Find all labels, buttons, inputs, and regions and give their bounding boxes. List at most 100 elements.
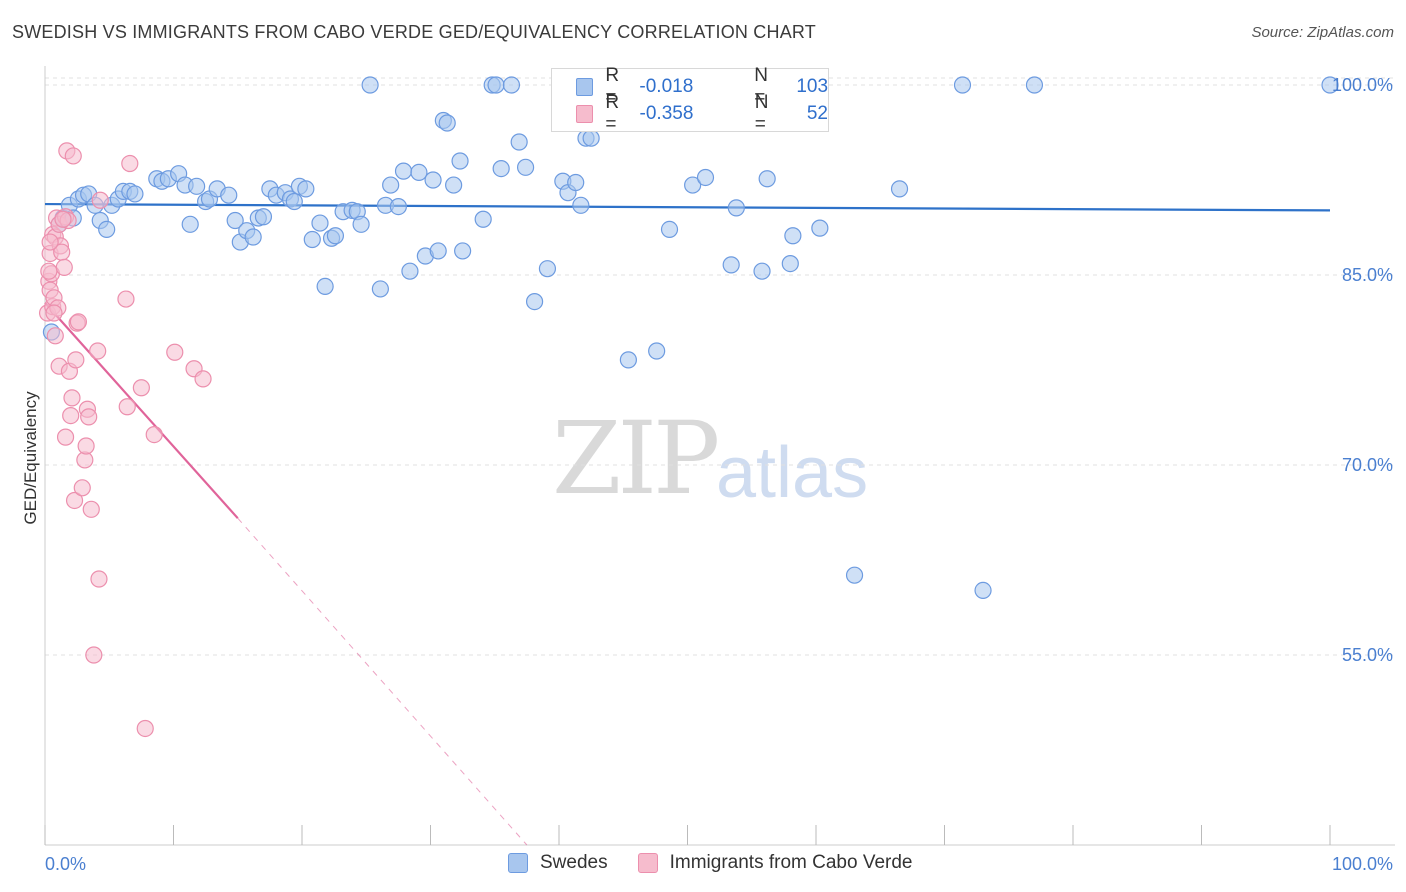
swedes-swatch: [508, 853, 528, 873]
cabo-verde-point: [73, 479, 91, 497]
cabo-verde-point: [45, 304, 63, 322]
legend-r-label: R =: [605, 92, 620, 135]
swedes-point: [438, 114, 456, 132]
legend-r-value: -0.018: [639, 76, 694, 97]
swedes-point: [429, 242, 447, 260]
legend-row-swedes: R = -0.018 N = 103: [576, 65, 829, 108]
y-tick-label: 100.0%: [1332, 75, 1393, 95]
series-legend: Swedes Immigrants from Cabo Verde: [508, 852, 942, 874]
swedes-point: [382, 176, 400, 194]
cabo-verde-point: [90, 570, 108, 588]
swedes-point: [974, 581, 992, 600]
cabo-verde-point: [132, 379, 150, 397]
cabo-verde-point: [56, 428, 75, 446]
cabo-verde-point: [117, 290, 135, 308]
swedes-point: [451, 152, 469, 170]
cabo-verde-point: [82, 500, 100, 518]
swedes-point: [285, 192, 303, 211]
swedes-point: [781, 255, 799, 273]
cabo-verde-point: [166, 343, 184, 361]
swedes-point: [297, 180, 315, 198]
swedes-point: [188, 177, 206, 195]
cabo-verde-point: [77, 437, 95, 455]
tick-labels: 55.0% 70.0% 85.0% 100.0% 0.0% 100.0%: [45, 75, 1393, 874]
y-tick-label: 85.0%: [1342, 265, 1393, 285]
swedes-swatch: [576, 78, 594, 96]
swedes-point: [98, 220, 116, 238]
legend-n-label: N =: [754, 92, 769, 135]
cabo-verde-point: [64, 147, 82, 165]
swedes-point: [696, 168, 715, 187]
swedes-point: [502, 76, 521, 94]
cabo-verde-point: [118, 398, 136, 416]
swedes-point: [538, 260, 557, 278]
cabo-verde-trend-line: [44, 302, 239, 519]
swedes-point: [126, 185, 144, 203]
cabo-verde-point: [121, 154, 139, 173]
stats-legend: R = -0.018 N = 103 R = -0.358 N = 52: [551, 65, 829, 135]
swedes-point: [492, 160, 510, 178]
cabo-verde-point: [63, 389, 81, 407]
cabo-verde-point: [65, 491, 84, 510]
legend-label-cabo-verde: Immigrants from Cabo Verde: [669, 852, 913, 873]
cabo-verde-point: [194, 370, 212, 388]
swedes-point: [311, 214, 329, 232]
swedes-point: [684, 176, 702, 194]
x-tick-label: 100.0%: [1332, 854, 1393, 874]
legend-n-value: 52: [806, 103, 828, 124]
swedes-point: [811, 219, 829, 237]
swedes-point: [510, 133, 528, 151]
cabo-verde-swatch: [637, 853, 658, 873]
swedes-point: [254, 208, 273, 226]
swedes-point: [454, 242, 472, 260]
swedes-point: [648, 342, 666, 360]
swedes-point: [303, 230, 321, 249]
axes: [44, 66, 1395, 846]
cabo-verde-swatch: [576, 105, 594, 123]
y-tick-label: 55.0%: [1342, 645, 1393, 665]
y-axis-title: GED/Equivalency: [21, 391, 40, 525]
swedes-point: [567, 173, 585, 192]
y-tick-label: 70.0%: [1342, 455, 1393, 475]
swedes-trend-line: [44, 202, 1331, 212]
legend-n-value: 103: [796, 76, 829, 97]
legend-item-swedes: Swedes: [508, 852, 608, 874]
swedes-point: [316, 277, 334, 295]
swedes-point: [525, 293, 544, 311]
watermark-zip: ZIP: [552, 400, 720, 517]
swedes-point: [326, 227, 345, 245]
swedes-point: [1025, 76, 1044, 94]
swedes-point: [352, 215, 370, 233]
swedes-point: [753, 262, 771, 280]
cabo-verde-point: [145, 426, 163, 444]
swedes-point: [890, 180, 909, 198]
swedes-point: [424, 171, 442, 189]
chart-title: SWEDISH VS IMMIGRANTS FROM CABO VERDE GE…: [12, 22, 816, 42]
legend-item-cabo-verde: Immigrants from Cabo Verde: [637, 852, 913, 874]
swedes-point: [845, 566, 864, 584]
swedes-point: [401, 262, 419, 280]
swedes-point: [361, 76, 379, 94]
legend-row-cabo-verde: R = -0.358 N = 52: [576, 92, 828, 135]
swedes-point: [572, 196, 590, 214]
swedes-point: [758, 170, 776, 188]
cabo-verde-point: [91, 191, 109, 209]
cabo-verde-trend-extension: [237, 517, 528, 846]
swedes-point: [445, 176, 463, 194]
legend-label-swedes: Swedes: [540, 852, 608, 873]
cabo-verde-point: [85, 646, 103, 664]
cabo-verde-point: [46, 327, 64, 345]
cabo-verde-point: [41, 233, 59, 251]
swedes-point: [1321, 76, 1339, 94]
cabo-verde-point: [80, 408, 98, 426]
gridlines: [45, 77, 1395, 656]
swedes-point: [389, 198, 407, 216]
trend-lines: [44, 202, 1331, 846]
swedes-point: [619, 351, 637, 369]
swedes-point: [181, 215, 199, 233]
legend-n-label: N =: [754, 65, 768, 108]
swedes-point: [516, 158, 535, 176]
swedes-point: [220, 186, 238, 204]
cabo-verde-points: [38, 142, 212, 738]
swedes-point: [784, 227, 802, 245]
